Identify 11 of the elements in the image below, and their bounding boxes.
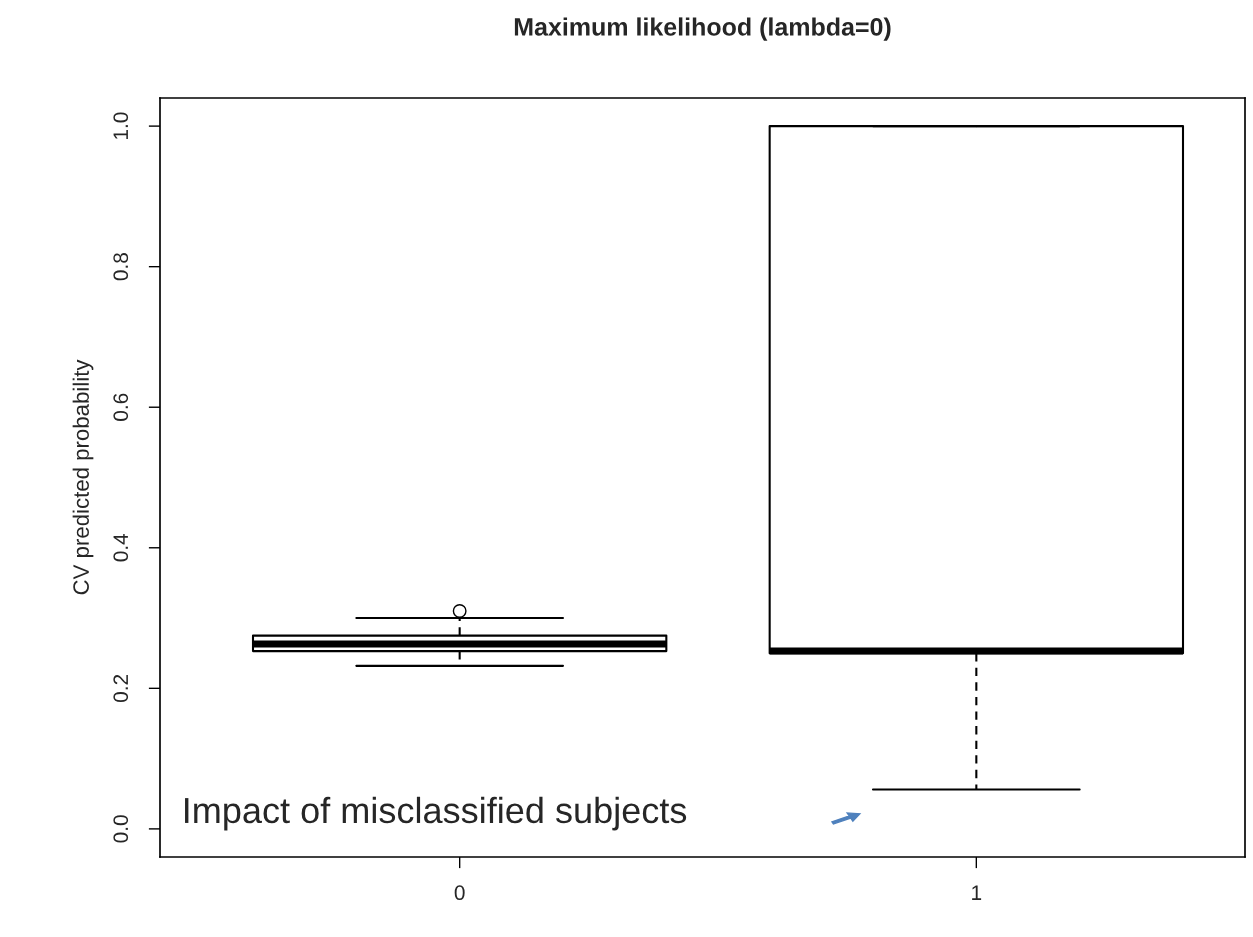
y-axis-title: CV predicted probability: [72, 359, 94, 595]
y-tick-label: 1.0: [113, 112, 129, 139]
y-tick-label: 0.8: [113, 253, 129, 281]
y-tick-label: 0.6: [113, 393, 129, 421]
y-tick-label: 0.4: [113, 533, 129, 562]
x-tick-label: 1: [972, 885, 982, 900]
y-tick-label: 0.2: [113, 674, 129, 702]
y-tick-label: 0.0: [113, 815, 129, 843]
chart-title: Maximum likelihood (lambda=0): [514, 17, 891, 41]
annotation: Impact of misclassified subjects: [185, 796, 687, 831]
x-tick-label: 0: [454, 885, 465, 901]
